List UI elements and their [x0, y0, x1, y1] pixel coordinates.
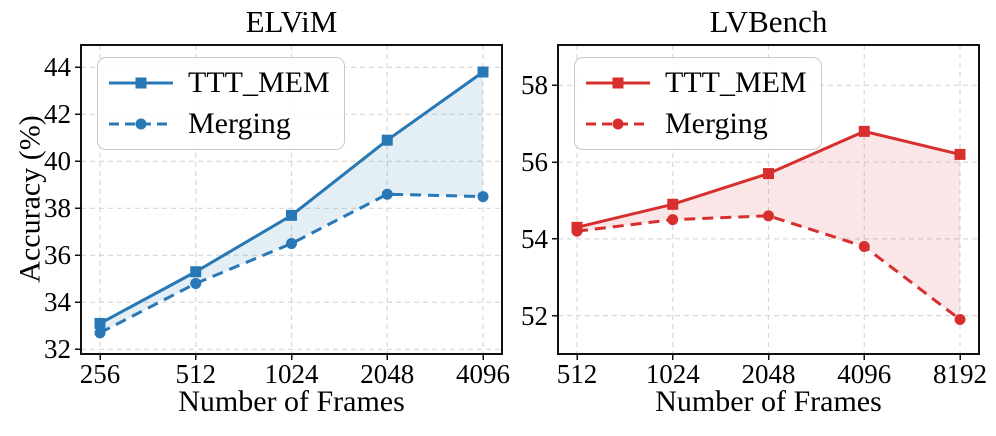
legend-item-merging: Merging [108, 104, 344, 144]
x-tick-label: 1024 [264, 359, 319, 389]
y-tick-label: 32 [44, 334, 71, 365]
marker-circle [286, 238, 297, 250]
y-tick-label: 42 [44, 99, 71, 130]
marker-square [381, 134, 393, 146]
marker-square [667, 198, 679, 210]
legend-elvim: TTT_MEM Merging [97, 57, 345, 150]
plot-area-elvim [75, 44, 503, 360]
marker-square [286, 209, 297, 221]
legend-item-ttt-mem: TTT_MEM [108, 63, 344, 103]
y-tick-label: 36 [44, 240, 71, 271]
marker-square [190, 266, 202, 278]
x-tick-label: 256 [79, 359, 121, 389]
marker-circle [94, 327, 106, 339]
y-tick-label: 58 [521, 70, 548, 101]
x-axis-label-right: Number of Frames [655, 385, 882, 418]
fill-between-region [577, 131, 960, 320]
marker-square [858, 125, 870, 137]
x-tick-label: 512 [556, 359, 598, 389]
series-line-merging [99, 192, 484, 335]
chart-title-lvbench: LVBench [709, 4, 828, 39]
series-line-merging [576, 214, 961, 321]
marker-circle [190, 278, 202, 290]
x-tick-label: 2048 [360, 359, 415, 389]
legend-item-merging: Merging [585, 104, 821, 144]
x-tick-label: 4096 [837, 359, 892, 389]
x-axis-label-left: Number of Frames [178, 385, 405, 418]
marker-square [954, 148, 966, 160]
marker-circle [858, 241, 870, 253]
chart-title-elvim: ELViM [245, 4, 338, 39]
legend-label-merging: Merging [665, 107, 768, 141]
y-tick-label: 38 [44, 193, 71, 224]
x-tick-label: 4096 [456, 359, 510, 389]
plot-area-lvbench [552, 44, 980, 360]
legend-item-ttt-mem: TTT_MEM [585, 63, 821, 103]
fill-between-region [100, 72, 483, 333]
marker-circle [381, 188, 393, 200]
y-tick-label: 52 [521, 300, 548, 331]
x-tick-label: 512 [175, 359, 217, 389]
marker-circle [571, 225, 583, 237]
marker-circle [667, 214, 679, 226]
x-tick-label: 1024 [645, 359, 700, 389]
legend-line-dashed-circle-icon [586, 118, 650, 130]
marker-square [94, 317, 106, 329]
legend-lvbench: TTT_MEM Merging [574, 57, 822, 150]
x-tick-label: 2048 [741, 359, 796, 389]
y-tick-label: 34 [44, 287, 71, 318]
marker-circle [763, 210, 774, 222]
marker-square [477, 66, 489, 78]
legend-label-merging: Merging [188, 107, 291, 141]
marker-square [763, 168, 774, 180]
legend-label-ttt-mem: TTT_MEM [665, 65, 807, 99]
legend-line-solid-square-icon [586, 77, 650, 89]
legend-label-ttt-mem: TTT_MEM [188, 65, 330, 99]
y-tick-label: 40 [44, 146, 71, 177]
y-tick-label: 44 [44, 52, 71, 83]
x-tick-label: 8192 [933, 359, 987, 389]
legend-line-solid-square-icon [109, 77, 173, 89]
marker-circle [954, 313, 966, 325]
y-tick-label: 54 [521, 223, 548, 254]
y-tick-label: 56 [521, 147, 548, 178]
marker-circle [477, 191, 489, 203]
legend-line-dashed-circle-icon [109, 118, 173, 130]
